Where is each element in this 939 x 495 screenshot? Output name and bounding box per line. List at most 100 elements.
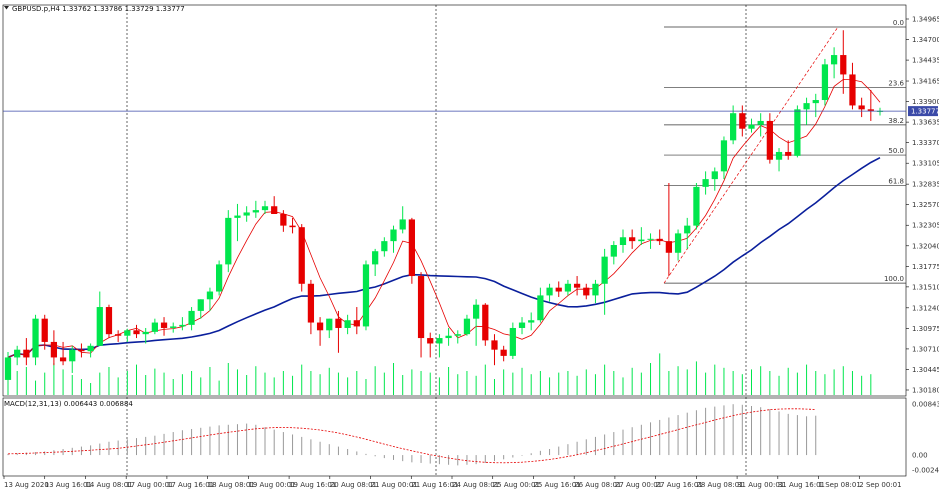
bearish-candle	[867, 109, 874, 111]
bullish-candle	[592, 283, 599, 296]
time-tick-label: 24 Aug 08:01	[452, 481, 499, 489]
bullish-candle	[775, 151, 783, 160]
bearish-candle	[280, 213, 287, 226]
bullish-candle	[151, 322, 158, 332]
bullish-candle	[399, 219, 406, 230]
bullish-candle	[757, 120, 764, 125]
fib-level-label: 50.0	[888, 147, 904, 155]
bullish-candle	[243, 212, 250, 216]
bullish-candle	[702, 179, 709, 187]
time-tick-label: 25 Aug 16:01	[533, 481, 580, 489]
time-tick-label: 25 Aug 00:01	[493, 481, 540, 489]
time-tick-label: 31 Aug 16:01	[778, 481, 825, 489]
bullish-candle	[463, 318, 471, 335]
bearish-candle	[858, 105, 865, 110]
price-tick-label: 1.31775	[912, 263, 939, 271]
chevron-down-icon[interactable]	[4, 6, 9, 10]
time-tick-label: 2 Sep 00:01	[859, 481, 901, 489]
bullish-candle	[610, 245, 617, 257]
time-tick-label: 21 Aug 16:01	[411, 481, 458, 489]
bullish-candle	[546, 287, 553, 296]
price-tick-label: 1.34965	[912, 16, 939, 24]
price-tick-label: 1.34165	[912, 78, 939, 86]
bullish-candle	[206, 291, 214, 300]
bullish-candle	[69, 349, 76, 362]
bullish-candle	[794, 109, 801, 156]
bearish-candle	[656, 238, 663, 242]
bullish-candle	[234, 215, 241, 218]
price-tick-label: 1.34435	[912, 57, 939, 65]
bullish-candle	[528, 320, 535, 323]
bullish-candle	[188, 310, 195, 325]
time-tick-label: 14 Aug 08:01	[85, 481, 132, 489]
bearish-candle	[289, 225, 296, 228]
bullish-candle	[32, 318, 39, 358]
bearish-candle	[573, 283, 581, 288]
bid-price-line: 1.33777	[3, 106, 939, 117]
grid-layer	[2, 4, 907, 477]
time-tick-label: 21 Aug 00:01	[371, 481, 418, 489]
bullish-candle	[684, 225, 691, 234]
bullish-candle	[509, 327, 516, 356]
bearish-candle	[316, 322, 324, 331]
time-tick-label: 18 Aug 08:01	[208, 481, 255, 489]
bullish-candle	[344, 320, 351, 328]
bullish-candle	[445, 335, 452, 339]
time-tick-label: 13 Aug 16:01	[45, 481, 92, 489]
bearish-candle	[271, 206, 278, 214]
bearish-candle	[41, 318, 48, 342]
price-tick-label: 1.33635	[912, 119, 939, 127]
fib-level-label: 61.8	[888, 177, 904, 185]
price-tick-label: 1.30710	[912, 345, 939, 353]
bullish-candle	[326, 318, 333, 331]
fib-level-label: 38.2	[888, 117, 904, 125]
bearish-candle	[133, 330, 140, 335]
price-tick-label: 1.32835	[912, 181, 939, 189]
time-tick-label: 19 Aug 00:01	[248, 481, 295, 489]
time-tick-label: 27 Aug 16:01	[656, 481, 703, 489]
time-tick-label: 26 Aug 08:01	[574, 481, 621, 489]
bullish-candle	[372, 251, 379, 265]
bearish-candle	[629, 237, 636, 242]
bullish-candle	[362, 264, 370, 327]
fibonacci-retracement[interactable]: 0.0 23.6 38.2 50.0 61.8 100.0	[663, 19, 906, 284]
bearish-candle	[335, 318, 342, 328]
bullish-candle	[390, 229, 397, 242]
bullish-candle	[473, 304, 480, 319]
bullish-candle	[748, 124, 755, 129]
bullish-candle	[96, 307, 103, 346]
bullish-candle	[252, 210, 259, 213]
bearish-candle	[739, 113, 746, 129]
bearish-candle	[59, 357, 67, 362]
fib-level-label: 23.6	[888, 79, 904, 87]
bearish-candle	[491, 340, 498, 350]
price-tick-label: 1.31240	[912, 304, 939, 312]
bearish-candle	[427, 338, 434, 344]
price-tick-label: 1.33370	[912, 139, 939, 147]
bullish-candle	[693, 186, 700, 226]
price-tick-label: 1.30445	[912, 366, 939, 374]
time-tick-label: 27 Aug 00:01	[615, 481, 662, 489]
bearish-candle	[298, 227, 305, 284]
bullish-candle	[812, 100, 819, 104]
bearish-candle	[78, 349, 85, 352]
time-tick-label: 20 Aug 08:01	[330, 481, 377, 489]
bullish-candle	[619, 237, 627, 246]
bearish-candle	[307, 283, 315, 323]
bearish-candle	[160, 322, 168, 328]
bullish-candle	[821, 64, 829, 101]
time-tick-label: 13 Aug 2020	[4, 481, 49, 489]
current-price-box	[908, 106, 938, 117]
price-tick-label: 1.33900	[912, 98, 939, 106]
bullish-candle	[142, 331, 149, 335]
macd-plot-frame	[2, 397, 907, 477]
macd-indicator	[7, 404, 817, 466]
time-tick-label: 28 Aug 08:01	[696, 481, 743, 489]
bullish-candle	[674, 233, 682, 253]
price-tick-label: 1.32040	[912, 242, 939, 250]
price-tick-label: 1.30975	[912, 325, 939, 333]
bullish-candle	[179, 324, 186, 327]
bearish-candle	[840, 55, 847, 75]
